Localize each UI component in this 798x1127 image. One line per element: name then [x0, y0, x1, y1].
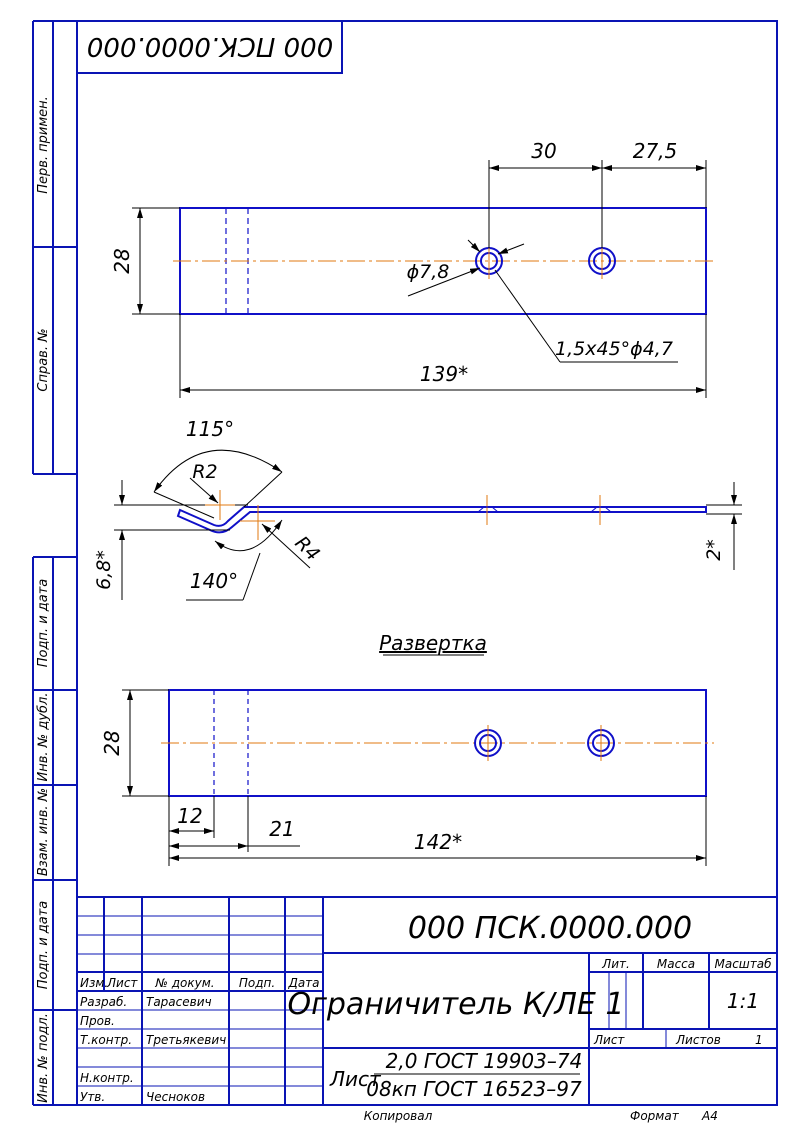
format-label: Формат: [630, 1109, 680, 1123]
role-razrab: Разраб.: [80, 995, 127, 1009]
header-data: Дата: [287, 976, 319, 990]
side-label-sprav-no: Справ. №: [36, 328, 51, 391]
dim-21: 21: [269, 817, 294, 841]
material-top: 2,0 ГОСТ 19903–74: [386, 1049, 583, 1073]
role-tkontr: Т.контр.: [80, 1033, 132, 1047]
role-utv: Утв.: [80, 1090, 105, 1104]
kopiroval-label: Копировал: [364, 1109, 433, 1123]
header-izm: Изм.: [80, 976, 108, 990]
dim-28-top: 28: [110, 248, 134, 273]
dim-12: 12: [177, 804, 202, 828]
side-label-podp-data-1: Подп. и дата: [36, 579, 51, 668]
side-label-perv-primen: Перв. примен.: [36, 96, 51, 194]
material-bottom: 08кп ГОСТ 16523–97: [366, 1077, 582, 1101]
sheet-label: Лист: [593, 1033, 625, 1047]
view-top-plate: [132, 160, 714, 398]
dim-hole-diameter: ϕ7,8: [407, 261, 450, 283]
razvertka-label: Развертка: [379, 631, 487, 655]
dim-27-5: 27,5: [633, 139, 678, 163]
part-name: Ограничитель К/ЛЕ 1: [287, 987, 624, 1022]
title-block: [77, 896, 777, 1105]
profile-outline: [176, 506, 707, 534]
dim-30: 30: [531, 139, 556, 163]
material-prefix: Лист: [329, 1067, 382, 1091]
dim-142: 142*: [414, 830, 462, 854]
sheets-label: Листов: [675, 1033, 721, 1047]
lit-label: Лит.: [601, 957, 630, 971]
dim-6-8: 6,8*: [93, 550, 115, 590]
designation-top: 000 ПСК.0000.000: [87, 31, 333, 61]
dim-139: 139*: [420, 362, 468, 386]
side-label-podp-data-2: Подп. и дата: [36, 901, 51, 990]
side-label-inv-dubl: Инв. № дубл.: [36, 693, 51, 782]
header-list: Лист: [106, 976, 138, 990]
view-flat-pattern: [122, 689, 714, 866]
role-nkontr: Н.контр.: [80, 1071, 134, 1085]
name-tkontr: Третьякевич: [146, 1033, 226, 1047]
name-utv: Чесноков: [146, 1090, 205, 1104]
sheets-count: 1: [755, 1033, 763, 1047]
role-prov: Пров.: [80, 1014, 115, 1028]
name-razrab: Тарасевич: [146, 995, 212, 1009]
dim-140: 140°: [190, 569, 238, 593]
dim-r4: R4: [291, 532, 324, 565]
dim-28-flat: 28: [100, 730, 124, 755]
header-doc-no: № докум.: [154, 976, 214, 990]
dim-r2: R2: [192, 461, 217, 483]
drawing-frame: [32, 20, 778, 1106]
scale-value: 1:1: [727, 989, 759, 1013]
header-podp: Подп.: [239, 976, 275, 990]
dim-115: 115°: [186, 417, 234, 441]
title-designation: 000 ПСК.0000.000: [408, 911, 692, 946]
format-value: А4: [701, 1109, 718, 1123]
dim-2: 2*: [703, 539, 725, 561]
dim-chamfer: 1,5х45°ϕ4,7: [555, 338, 673, 360]
hole-4: [587, 725, 615, 761]
side-label-inv-podl: Инв. № подл.: [36, 1013, 51, 1103]
massa-label: Масса: [657, 957, 695, 971]
hole-3: [474, 725, 502, 761]
masshtab-label: Масштаб: [714, 957, 772, 971]
view-bent-profile: [114, 449, 742, 601]
side-label-vzam-inv: Взам. инв. №: [36, 788, 51, 876]
